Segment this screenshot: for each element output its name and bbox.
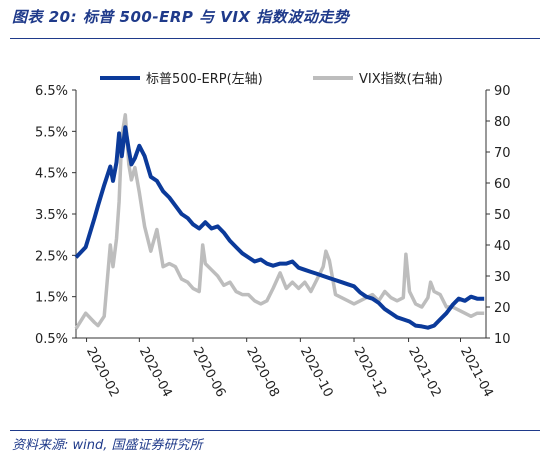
x-tick-label: 2021-04 xyxy=(457,345,496,400)
x-tick-label: 2020-04 xyxy=(136,345,175,400)
x-tick-label: 2020-02 xyxy=(83,345,122,400)
title-divider xyxy=(10,38,540,39)
erp-vix-line-chart: 0.5% 1.5% 2.5% 3.5% 4.5% 5.5% 6.5% 10 20 30 40 50 60… xyxy=(35,72,511,400)
x-tick-label: 2020-12 xyxy=(350,345,389,400)
figure-title: 图表 20: 标普 500-ERP 与 VIX 指数波动走势 xyxy=(12,8,350,26)
right-tick-label: 40 xyxy=(494,239,511,254)
x-tick-label: 2021-02 xyxy=(405,345,444,400)
right-tick-label: 10 xyxy=(494,332,511,347)
source-divider xyxy=(10,430,540,431)
series-layer xyxy=(74,113,485,330)
x-tick-label: 2020-08 xyxy=(243,345,282,400)
legend-label-erp: 标普500-ERP(左轴) xyxy=(146,72,263,87)
left-tick-label: 1.5% xyxy=(35,291,68,306)
right-tick-label: 80 xyxy=(494,115,511,130)
legend: 标普500-ERP(左轴) VIX指数(右轴) xyxy=(100,72,443,87)
x-tick-label: 2020-06 xyxy=(189,345,228,400)
vix-series-line xyxy=(74,113,485,330)
right-tick-label: 90 xyxy=(494,84,511,99)
right-tick-label: 60 xyxy=(494,177,511,192)
right-tick-label: 20 xyxy=(494,301,511,316)
left-tick-label: 5.5% xyxy=(35,125,68,140)
legend-label-vix: VIX指数(右轴) xyxy=(359,72,443,87)
right-tick-label: 70 xyxy=(494,146,511,161)
axes-layer: 0.5% 1.5% 2.5% 3.5% 4.5% 5.5% 6.5% 10 20 30 40 50 60… xyxy=(35,84,511,400)
left-tick-label: 4.5% xyxy=(35,167,68,182)
left-tick-label: 2.5% xyxy=(35,249,68,264)
right-tick-label: 50 xyxy=(494,208,511,223)
source-note: 资料来源: wind, 国盛证券研究所 xyxy=(12,438,203,453)
x-tick-label: 2020-10 xyxy=(297,345,336,400)
right-tick-label: 30 xyxy=(494,270,511,285)
left-tick-label: 3.5% xyxy=(35,208,68,223)
erp-series-line xyxy=(74,125,485,330)
left-tick-label: 6.5% xyxy=(35,84,68,99)
left-tick-label: 0.5% xyxy=(35,332,68,347)
